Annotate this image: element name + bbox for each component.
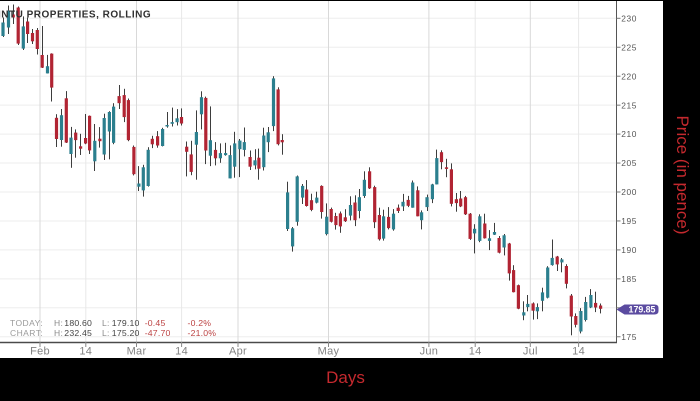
svg-text:L:: L: [102, 328, 110, 338]
svg-text:-0.45: -0.45 [145, 318, 166, 328]
svg-text:Jun: Jun [420, 345, 439, 357]
svg-text:May: May [318, 345, 340, 357]
svg-text:L:: L: [102, 318, 110, 328]
svg-text:225: 225 [621, 42, 637, 52]
svg-text:230: 230 [621, 13, 637, 23]
svg-text:179.10: 179.10 [112, 318, 140, 328]
svg-text:215: 215 [621, 100, 637, 110]
svg-text:-0.2%: -0.2% [188, 318, 212, 328]
svg-text:180.60: 180.60 [64, 318, 92, 328]
svg-text:H:: H: [54, 318, 63, 328]
svg-text:185: 185 [621, 274, 637, 284]
svg-text:14: 14 [175, 345, 188, 357]
svg-text:-21.0%: -21.0% [188, 328, 217, 338]
svg-text:TODAY:: TODAY: [10, 318, 43, 328]
svg-text:195: 195 [621, 216, 637, 226]
svg-text:CHART:: CHART: [10, 328, 43, 338]
svg-text:200: 200 [621, 187, 637, 197]
svg-text:Jul: Jul [523, 345, 538, 357]
svg-text:INTU PROPERTIES, ROLLING: INTU PROPERTIES, ROLLING [0, 9, 151, 20]
svg-text:14: 14 [469, 345, 482, 357]
svg-text:220: 220 [621, 71, 637, 81]
svg-text:14: 14 [572, 345, 585, 357]
svg-text:205: 205 [621, 158, 637, 168]
svg-text:-47.70: -47.70 [145, 328, 171, 338]
svg-text:175: 175 [621, 332, 637, 342]
svg-text:Mar: Mar [127, 345, 147, 357]
svg-text:179.85: 179.85 [629, 305, 656, 315]
svg-text:H:: H: [54, 328, 63, 338]
svg-text:175.20: 175.20 [112, 328, 140, 338]
svg-text:210: 210 [621, 129, 637, 139]
svg-text:Feb: Feb [30, 345, 50, 357]
svg-text:232.45: 232.45 [64, 328, 92, 338]
svg-text:14: 14 [79, 345, 92, 357]
svg-text:Apr: Apr [229, 345, 247, 357]
svg-text:190: 190 [621, 245, 637, 255]
